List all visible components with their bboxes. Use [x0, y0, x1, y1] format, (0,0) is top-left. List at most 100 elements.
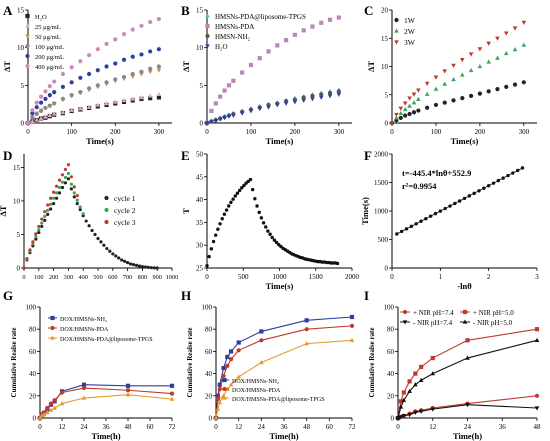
data-point — [60, 180, 65, 184]
y-tick-label: 2000 — [374, 151, 389, 159]
x-tick-label: 200 — [290, 128, 301, 136]
data-point — [156, 91, 162, 97]
data-point — [52, 398, 57, 403]
data-point — [482, 186, 486, 190]
series-i-3 — [395, 337, 540, 420]
data-point — [467, 194, 472, 198]
y-tick-label: 15 — [381, 35, 389, 43]
x-tick-label: 36 — [499, 423, 507, 431]
y-tick-label: 60 — [29, 348, 37, 356]
data-point — [407, 96, 412, 101]
x-tick-label: 48 — [303, 423, 311, 431]
x-tick-label: 24 — [258, 423, 266, 431]
y-tick-label: 15 — [17, 7, 25, 15]
data-point — [468, 93, 474, 98]
legend-entry: - NIR pH=5.0 — [460, 319, 513, 327]
data-point — [156, 68, 162, 73]
data-point — [216, 227, 220, 231]
legend-label: cycle 2 — [114, 206, 136, 215]
data-point — [220, 217, 224, 221]
data-point — [69, 175, 73, 179]
data-point — [95, 68, 100, 73]
data-point — [30, 115, 35, 120]
y-tick-label: 10 — [17, 44, 25, 52]
y-axis-label: T — [181, 208, 191, 214]
data-point — [121, 32, 127, 37]
data-point — [130, 54, 135, 59]
data-point — [418, 377, 424, 382]
data-point — [45, 405, 50, 411]
data-point — [52, 190, 56, 194]
data-point — [472, 191, 476, 196]
data-point — [465, 355, 470, 360]
data-point — [148, 66, 153, 71]
x-tick-label: 800 — [138, 274, 147, 281]
data-point — [125, 392, 131, 397]
series-b-3 — [204, 92, 342, 126]
data-point — [239, 111, 245, 116]
data-point — [227, 204, 231, 208]
data-point — [63, 167, 68, 172]
data-point — [59, 390, 65, 395]
data-point — [131, 263, 136, 267]
x-tick-label: 0 — [390, 128, 394, 136]
legend-entry: 200 μg/mL — [25, 53, 64, 61]
legend-entry: 3W — [394, 38, 416, 47]
data-point — [86, 71, 92, 77]
data-point — [104, 100, 109, 106]
y-tick-label: 10 — [13, 197, 21, 205]
x-axis-label: Time(h) — [269, 431, 298, 441]
series-h-0 — [213, 314, 355, 421]
data-point — [226, 83, 232, 88]
data-point — [257, 107, 263, 112]
y-tick-label: 20 — [205, 392, 213, 400]
data-point — [460, 96, 465, 101]
data-point — [217, 117, 223, 122]
data-point — [75, 198, 79, 202]
y-tick-label: 15 — [13, 164, 21, 172]
data-point — [52, 101, 57, 106]
chart-panel-h: H 0 20 40 60 80 100 0 12 24 36 48 60 72 Time(h) Cumulat… — [181, 288, 356, 441]
data-point — [453, 201, 457, 206]
data-point — [272, 238, 277, 242]
data-point — [112, 99, 118, 104]
data-point — [49, 202, 53, 206]
data-point — [477, 47, 483, 52]
chart-panel-i: I 0 20 40 60 80 100 0 12 24 36 48 Time(h) Cumulative … — [364, 288, 541, 441]
data-point — [401, 414, 407, 419]
x-tick-label: 100 — [34, 274, 43, 281]
series-line — [39, 394, 173, 419]
data-point — [283, 101, 289, 106]
data-point — [468, 52, 474, 57]
data-point — [261, 221, 266, 225]
legend-entry: DOX/HMSNs-PDA@liposome-TPGS — [48, 335, 153, 343]
data-point — [462, 196, 467, 201]
data-point — [43, 96, 48, 101]
data-point — [259, 338, 264, 343]
data-point — [60, 109, 66, 115]
data-point — [409, 224, 414, 229]
x-tick-label: 400 — [78, 274, 87, 281]
legend-label: 25 μg/mL — [35, 24, 61, 31]
data-point — [99, 240, 103, 244]
series-c-2 — [389, 20, 527, 126]
data-point — [424, 91, 430, 96]
data-point — [86, 104, 92, 109]
x-tick-label: 12 — [429, 423, 437, 431]
data-point — [349, 314, 355, 320]
data-point — [54, 196, 59, 200]
data-point — [318, 95, 324, 100]
legend-entry: cycle 3 — [104, 218, 136, 227]
data-point — [283, 38, 289, 43]
data-point — [86, 86, 92, 91]
data-point — [214, 233, 218, 237]
data-point — [52, 90, 57, 95]
data-point — [413, 410, 418, 415]
legend-marker — [462, 319, 468, 324]
data-point — [395, 232, 399, 236]
x-tick-label: 0 — [38, 423, 42, 431]
x-tick-label: 72 — [349, 423, 357, 431]
y-tick-label: 100 — [26, 304, 37, 312]
legend-marker — [205, 33, 210, 39]
y-tick-label: 5 — [21, 82, 25, 90]
